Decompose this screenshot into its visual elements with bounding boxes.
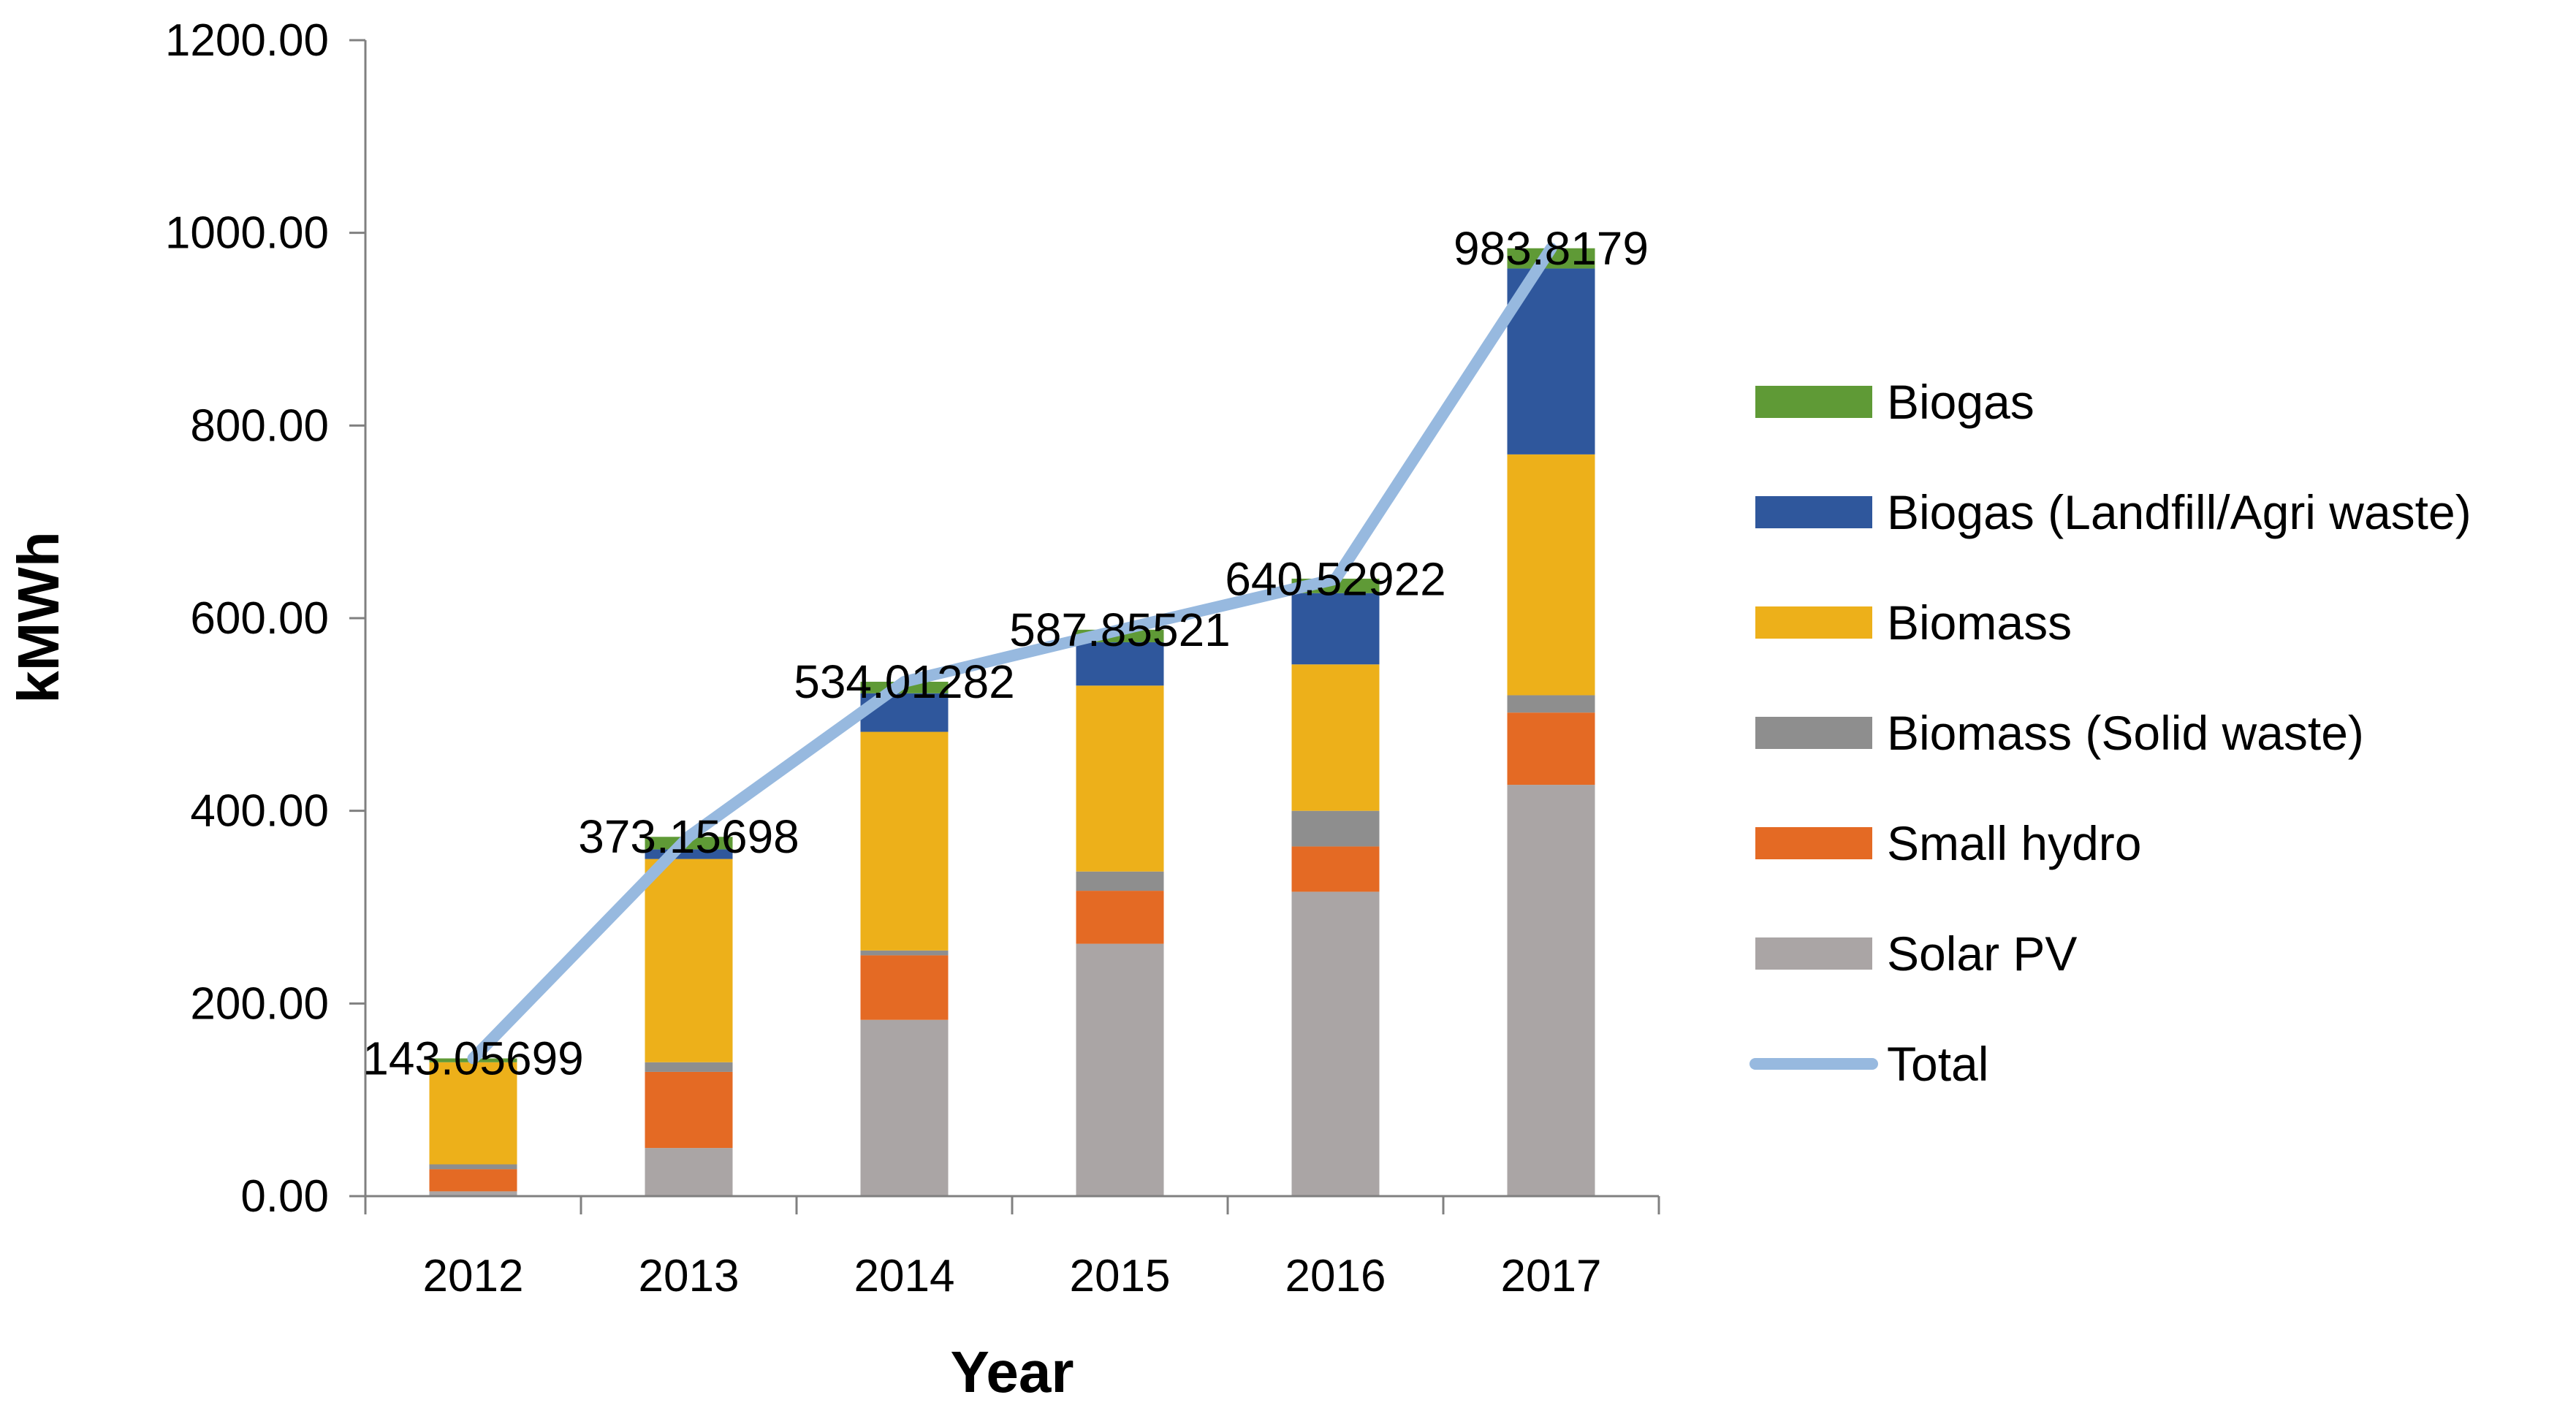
legend-label-biogas-landfill-agri-waste: Biogas (Landfill/Agri waste): [1887, 485, 2471, 539]
data-labels-layer: 143.05699 373.15698 534.01282587.85521640.…: [362, 222, 1649, 1084]
bar-solar-pv-2014: [860, 1019, 949, 1196]
legend-swatch-small-hydro: [1755, 827, 1872, 859]
bar-biomass-2012: [429, 1062, 517, 1165]
bar-biomass-solid-waste-2013: [645, 1062, 733, 1072]
x-tick-label-2013: 2013: [639, 1251, 740, 1301]
legend: Biogas Biogas (Landfill/Agri waste) Biomas…: [1749, 375, 2471, 1091]
bar-biomass-solid-waste-2017: [1507, 695, 1595, 713]
bar-biomass-2014: [860, 731, 949, 951]
x-tick-label-2016: 2016: [1285, 1251, 1386, 1301]
y-tick-label: 200.00: [190, 978, 329, 1029]
y-tick-label: 1200.00: [165, 15, 329, 66]
bar-biomass-solid-waste-2014: [860, 950, 949, 956]
legend-swatch-biogas: [1755, 386, 1872, 418]
bar-small-hydro-2014: [860, 955, 949, 1020]
total-data-label-2017: 983.8179: [1454, 222, 1649, 275]
bar-biomass-solid-waste-2012: [429, 1164, 517, 1170]
y-tick-label: 600.00: [190, 593, 329, 644]
legend-label-biomass: Biomass: [1887, 596, 2072, 650]
total-line-layer: [467, 243, 1557, 1065]
bar-biomass-solid-waste-2016: [1291, 810, 1380, 847]
legend-label-total: Total: [1887, 1037, 1988, 1091]
bar-small-hydro-2016: [1291, 846, 1380, 892]
bar-solar-pv-2015: [1076, 943, 1164, 1196]
bar-biomass-solid-waste-2015: [1076, 871, 1164, 891]
y-tick-label: 1000.00: [165, 208, 329, 259]
axes-layer: 0.00 200.00 400.00 600.00 800.00 1000.00 1200.…: [165, 15, 1660, 1301]
x-tick-label-2015: 2015: [1070, 1251, 1171, 1301]
bar-small-hydro-2012: [429, 1169, 517, 1192]
bar-biomass-2017: [1507, 454, 1595, 696]
bar-biomass-2016: [1291, 664, 1380, 811]
bar-solar-pv-2013: [645, 1148, 733, 1196]
y-tick-label: 0.00: [240, 1171, 329, 1222]
total-data-label-2016: 640.52922: [1225, 553, 1446, 606]
legend-swatch-biogas-landfill-agri-waste: [1755, 496, 1872, 528]
x-tick-label-2017: 2017: [1501, 1251, 1602, 1301]
legend-label-small-hydro: Small hydro: [1887, 816, 2141, 870]
bars-layer: [429, 248, 1595, 1196]
total-data-label-2012: 143.05699: [362, 1032, 584, 1084]
legend-swatch-biomass-solid-waste: [1755, 717, 1872, 749]
legend-swatch-biomass: [1755, 606, 1872, 639]
total-line: [467, 243, 1557, 1065]
legend-label-biomass-solid-waste: Biomass (Solid waste): [1887, 706, 2364, 760]
bar-biomass-2015: [1076, 685, 1164, 872]
legend-label-solar-pv: Solar PV: [1887, 927, 2077, 981]
y-tick-label: 800.00: [190, 400, 329, 451]
bar-biogas-landfill-agri-waste-2016: [1291, 593, 1380, 665]
bar-solar-pv-2016: [1291, 891, 1380, 1196]
bar-biogas-landfill-agri-waste-2015: [1076, 642, 1164, 686]
total-data-label-2015: 587.85521: [1009, 604, 1231, 656]
bar-solar-pv-2012: [429, 1191, 517, 1196]
bar-small-hydro-2017: [1507, 712, 1595, 785]
x-axis-title: Year: [950, 1339, 1074, 1404]
x-tick-label-2012: 2012: [423, 1251, 524, 1301]
bar-small-hydro-2015: [1076, 891, 1164, 944]
x-tick-label-2014: 2014: [854, 1251, 955, 1301]
bar-small-hydro-2013: [645, 1071, 733, 1149]
y-axis-title: kMWh: [6, 531, 71, 704]
legend-label-biogas: Biogas: [1887, 375, 2034, 429]
bar-solar-pv-2017: [1507, 785, 1595, 1196]
total-data-label-2013: 373.15698: [578, 810, 799, 863]
y-tick-label: 400.00: [190, 786, 329, 837]
legend-swatch-solar-pv: [1755, 937, 1872, 970]
total-data-label-2014: 534.01282: [794, 655, 1015, 708]
bar-biomass-2013: [645, 859, 733, 1062]
